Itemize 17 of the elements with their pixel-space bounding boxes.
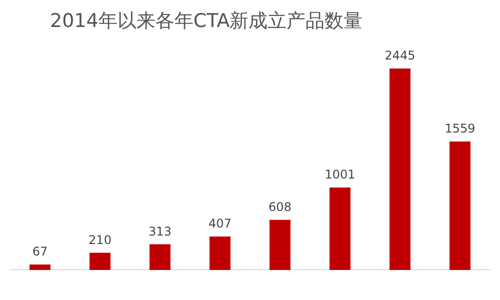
bar [210,236,230,270]
bar [270,220,290,270]
bar [150,244,170,270]
data-label: 67 [32,244,48,259]
data-label: 407 [208,216,232,231]
bar [90,252,110,270]
data-label: 2445 [384,48,416,63]
data-label: 210 [88,232,112,247]
bar [30,264,50,270]
data-label: 1001 [324,168,356,182]
bar [330,188,350,270]
data-label: 608 [268,200,292,214]
bar [390,68,410,270]
chart-title: 2014年以来各年CTA新成立产品数量 [50,9,363,34]
data-label: 1559 [444,122,476,136]
data-label: 313 [148,224,172,238]
bar [450,142,470,270]
